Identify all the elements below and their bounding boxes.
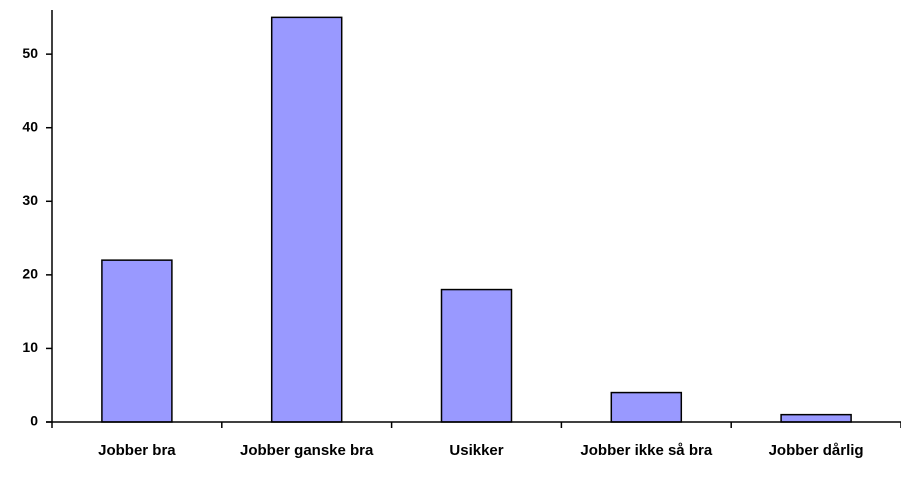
x-tick-label: Jobber ganske bra <box>239 442 374 459</box>
y-tick-label: 30 <box>22 192 38 208</box>
bar <box>440 288 513 423</box>
y-tick-label: 20 <box>22 266 38 282</box>
x-tick-label: Jobber ikke så bra <box>580 442 713 459</box>
bar <box>270 16 343 423</box>
bar <box>610 391 683 423</box>
y-tick-label: 0 <box>30 413 38 429</box>
x-tick-label: Jobber bra <box>98 442 176 459</box>
y-tick-label: 10 <box>22 339 38 355</box>
x-tick-label: Usikker <box>449 442 504 459</box>
x-tick-label: Jobber dårlig <box>768 442 864 459</box>
bar <box>780 413 852 423</box>
y-tick-label: 40 <box>22 118 38 134</box>
y-tick-label: 50 <box>22 45 38 61</box>
bar <box>101 259 173 423</box>
